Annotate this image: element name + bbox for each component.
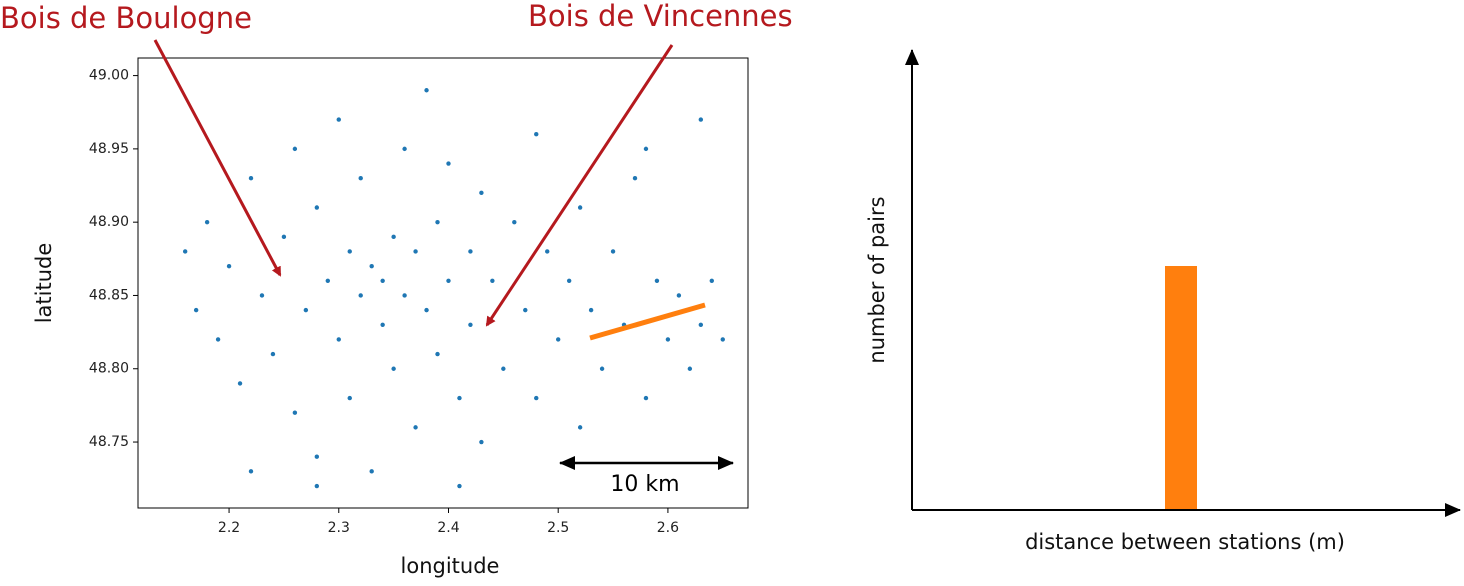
x-tick-label: 2.2 bbox=[218, 520, 240, 536]
station-point bbox=[424, 307, 429, 313]
station-point bbox=[566, 278, 572, 284]
station-point bbox=[643, 146, 649, 152]
station-point bbox=[468, 322, 473, 327]
station-point bbox=[698, 322, 704, 327]
station-point bbox=[687, 366, 693, 371]
station-point bbox=[391, 366, 396, 371]
scatter-panel: Bois de Boulogne Bois de Vincennes 10 km… bbox=[0, 0, 793, 578]
y-tick-label: 48.95 bbox=[89, 141, 129, 157]
annotation-arrow bbox=[153, 39, 282, 277]
station-point bbox=[577, 205, 583, 210]
station-point bbox=[215, 337, 221, 342]
station-point bbox=[545, 249, 550, 254]
station-point bbox=[435, 219, 440, 225]
x-tick-label: 2.5 bbox=[547, 520, 569, 536]
station-point bbox=[610, 249, 616, 254]
station-point bbox=[457, 483, 462, 489]
station-point bbox=[292, 146, 298, 152]
station-point bbox=[523, 307, 528, 313]
station-point bbox=[292, 410, 298, 415]
station-point bbox=[588, 307, 594, 313]
y-tick-label: 48.75 bbox=[89, 434, 129, 450]
station-point bbox=[643, 395, 649, 401]
scale-label: 10 km bbox=[610, 472, 679, 497]
y-tick-label: 48.80 bbox=[89, 361, 129, 377]
station-point bbox=[226, 263, 232, 269]
y-tick-label: 48.85 bbox=[89, 287, 129, 303]
station-point bbox=[446, 278, 451, 284]
station-point bbox=[193, 307, 199, 313]
station-point bbox=[435, 351, 440, 357]
station-point bbox=[281, 234, 287, 240]
station-point bbox=[457, 395, 462, 401]
x-tick-label: 2.6 bbox=[657, 520, 679, 536]
points bbox=[182, 88, 725, 489]
x-axis-label: distance between stations (m) bbox=[1025, 530, 1345, 554]
station-point bbox=[424, 88, 429, 93]
station-point bbox=[347, 395, 352, 401]
station-point bbox=[237, 381, 243, 386]
plot-frame bbox=[137, 57, 749, 509]
station-point bbox=[270, 351, 276, 357]
station-point bbox=[698, 117, 704, 122]
station-point bbox=[479, 439, 484, 445]
station-point bbox=[380, 322, 385, 327]
y-tick-label: 48.90 bbox=[89, 214, 129, 230]
station-point bbox=[314, 483, 320, 489]
station-point bbox=[534, 132, 539, 137]
y-tick-label: 49.00 bbox=[89, 68, 129, 84]
histogram-bar bbox=[1165, 266, 1197, 509]
station-point bbox=[380, 278, 385, 284]
x-tick-label: 2.4 bbox=[437, 520, 459, 536]
x-tick-label: 2.3 bbox=[328, 520, 350, 536]
station-point bbox=[402, 146, 407, 152]
station-point bbox=[632, 175, 638, 181]
station-point bbox=[369, 469, 374, 474]
station-point bbox=[248, 175, 254, 181]
station-point bbox=[555, 337, 561, 342]
station-point bbox=[259, 293, 265, 298]
annotation: Bois de Vincennes bbox=[528, 0, 793, 33]
station-point bbox=[512, 219, 517, 225]
station-point bbox=[577, 425, 583, 430]
station-point bbox=[654, 278, 660, 284]
annotation-arrow bbox=[485, 44, 674, 327]
station-point bbox=[479, 190, 484, 196]
station-point bbox=[358, 175, 363, 181]
station-point bbox=[665, 337, 671, 342]
station-point bbox=[676, 293, 682, 298]
y-axis-label: number of pairs bbox=[865, 196, 889, 363]
station-point bbox=[204, 219, 210, 225]
station-point bbox=[182, 249, 188, 254]
station-point bbox=[402, 293, 407, 298]
histogram-panel: distance between stations (m) number of … bbox=[865, 49, 1461, 554]
station-point bbox=[336, 117, 341, 122]
station-point bbox=[369, 263, 374, 269]
station-point bbox=[303, 307, 309, 313]
station-point bbox=[709, 278, 714, 284]
station-point bbox=[446, 161, 451, 166]
station-point bbox=[534, 395, 539, 401]
station-pair-line bbox=[589, 302, 706, 341]
y-axis-label: latitude bbox=[32, 243, 56, 324]
station-point bbox=[314, 454, 320, 459]
station-point bbox=[325, 278, 331, 284]
station-point bbox=[314, 205, 320, 210]
station-point bbox=[599, 366, 605, 371]
station-point bbox=[413, 425, 418, 430]
station-point bbox=[501, 366, 506, 371]
station-point bbox=[347, 249, 352, 254]
station-point bbox=[720, 337, 725, 342]
annotation: Bois de Boulogne bbox=[0, 1, 252, 35]
station-point bbox=[248, 469, 254, 474]
station-point bbox=[468, 249, 473, 254]
station-point bbox=[391, 234, 396, 240]
x-axis-label: longitude bbox=[401, 554, 500, 578]
station-point bbox=[490, 278, 495, 284]
station-point bbox=[358, 293, 363, 298]
station-point bbox=[413, 249, 418, 254]
station-point bbox=[336, 337, 341, 342]
